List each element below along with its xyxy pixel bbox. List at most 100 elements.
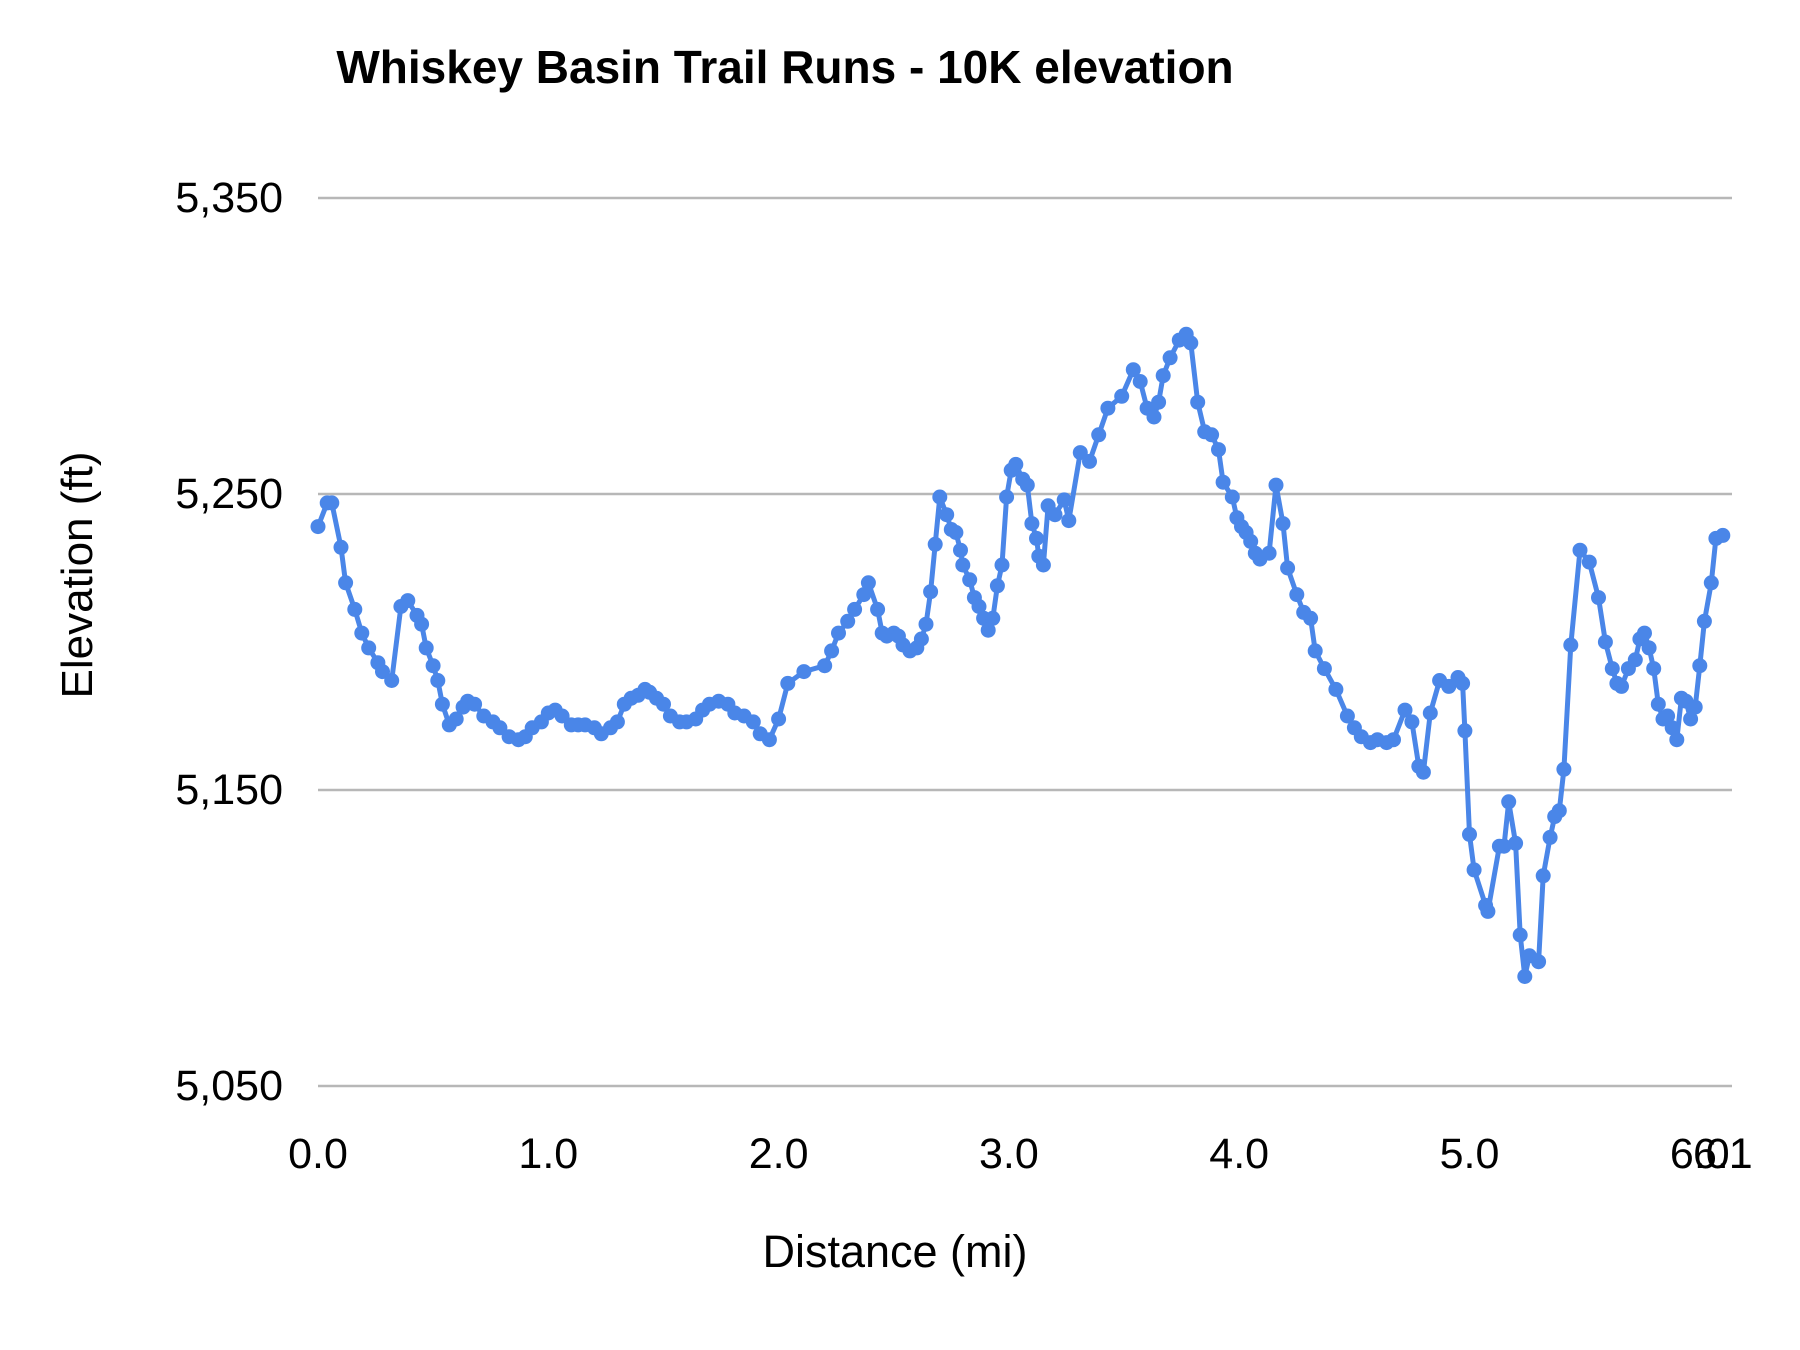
data-point — [1211, 442, 1226, 458]
data-point — [1204, 427, 1220, 443]
data-point — [1556, 761, 1572, 777]
data-point — [310, 519, 326, 535]
gridlines — [318, 196, 1732, 1088]
data-point — [831, 625, 846, 641]
data-point — [1019, 477, 1035, 493]
data-point — [1581, 554, 1597, 570]
x-tick-label: 4.0 — [1209, 1130, 1270, 1178]
data-point — [918, 616, 934, 632]
x-tick-label: 6.1 — [1692, 1130, 1753, 1178]
data-point — [1261, 545, 1277, 561]
y-tick-label: 5,250 — [175, 470, 283, 518]
data-point — [1061, 513, 1077, 529]
data-point — [796, 664, 812, 680]
elevation-series — [310, 326, 1731, 984]
data-point — [948, 525, 964, 540]
data-point — [1687, 699, 1703, 715]
data-point — [1614, 678, 1629, 694]
data-point — [1386, 732, 1401, 748]
data-point — [780, 675, 796, 691]
data-point — [400, 593, 416, 609]
data-point — [1047, 507, 1063, 523]
x-tick-label: 6.0 — [1669, 1130, 1730, 1178]
data-point — [817, 658, 833, 674]
data-point — [1132, 374, 1148, 389]
data-point — [1289, 587, 1305, 603]
data-point — [1082, 453, 1097, 469]
data-point — [333, 539, 349, 555]
data-point — [1091, 427, 1107, 443]
data-point — [1029, 530, 1044, 546]
data-point — [1703, 575, 1719, 591]
data-point — [1100, 400, 1116, 416]
data-point — [860, 575, 876, 591]
data-point — [1155, 368, 1171, 384]
data-point — [1660, 708, 1676, 724]
data-point — [1664, 720, 1680, 736]
data-point — [939, 507, 955, 523]
data-point — [448, 711, 464, 727]
data-point — [980, 622, 996, 638]
data-point — [1496, 838, 1512, 854]
data-point — [985, 610, 1001, 626]
data-point — [1650, 696, 1666, 712]
data-point — [932, 489, 948, 505]
x-tick-label: 3.0 — [979, 1130, 1039, 1178]
data-point — [1024, 516, 1040, 532]
data-point — [1183, 335, 1199, 351]
data-point — [1531, 954, 1547, 970]
data-point — [1466, 862, 1482, 878]
x-tick-label: 5.0 — [1439, 1130, 1500, 1178]
y-tick-label: 5,050 — [175, 1062, 283, 1110]
data-point — [1563, 637, 1579, 653]
data-point — [1683, 711, 1699, 727]
data-point — [999, 489, 1015, 505]
y-tick-label: 5,350 — [175, 174, 283, 222]
data-point — [1280, 560, 1296, 576]
data-point — [1646, 661, 1662, 677]
data-point — [1455, 675, 1471, 691]
data-point — [1457, 723, 1473, 739]
data-point — [1215, 474, 1231, 490]
data-point — [1316, 661, 1332, 677]
data-point — [1512, 927, 1528, 943]
data-point — [1268, 477, 1284, 493]
chart-title: Whiskey Basin Trail Runs - 10K elevation — [336, 41, 1234, 93]
data-point — [1397, 702, 1413, 718]
data-point — [1307, 643, 1323, 659]
data-point — [927, 536, 943, 552]
data-point — [1597, 634, 1613, 650]
data-point — [847, 601, 863, 617]
data-point — [384, 673, 400, 688]
data-point — [1035, 557, 1051, 573]
data-point — [1692, 658, 1708, 674]
data-point — [1637, 625, 1652, 641]
data-point — [1422, 705, 1438, 721]
data-point — [1404, 714, 1420, 730]
data-point — [1696, 613, 1712, 629]
data-point — [1627, 652, 1643, 668]
data-point — [840, 613, 856, 629]
data-point — [467, 696, 483, 712]
data-point — [761, 732, 777, 748]
data-point — [1715, 527, 1731, 543]
data-point — [771, 711, 787, 727]
data-point — [1339, 708, 1355, 724]
data-point — [962, 572, 978, 588]
data-point — [913, 631, 929, 647]
data-point — [1056, 492, 1072, 508]
data-point — [1008, 456, 1024, 472]
data-point — [1669, 732, 1685, 748]
data-point — [1462, 826, 1477, 842]
data-point — [354, 625, 370, 641]
data-point — [1572, 542, 1588, 558]
data-point — [414, 616, 430, 632]
data-point — [1508, 835, 1524, 851]
x-tick-label: 0.0 — [288, 1130, 348, 1178]
data-point — [1604, 661, 1620, 677]
data-point — [347, 601, 363, 617]
data-point — [338, 575, 354, 591]
data-point — [870, 601, 886, 617]
